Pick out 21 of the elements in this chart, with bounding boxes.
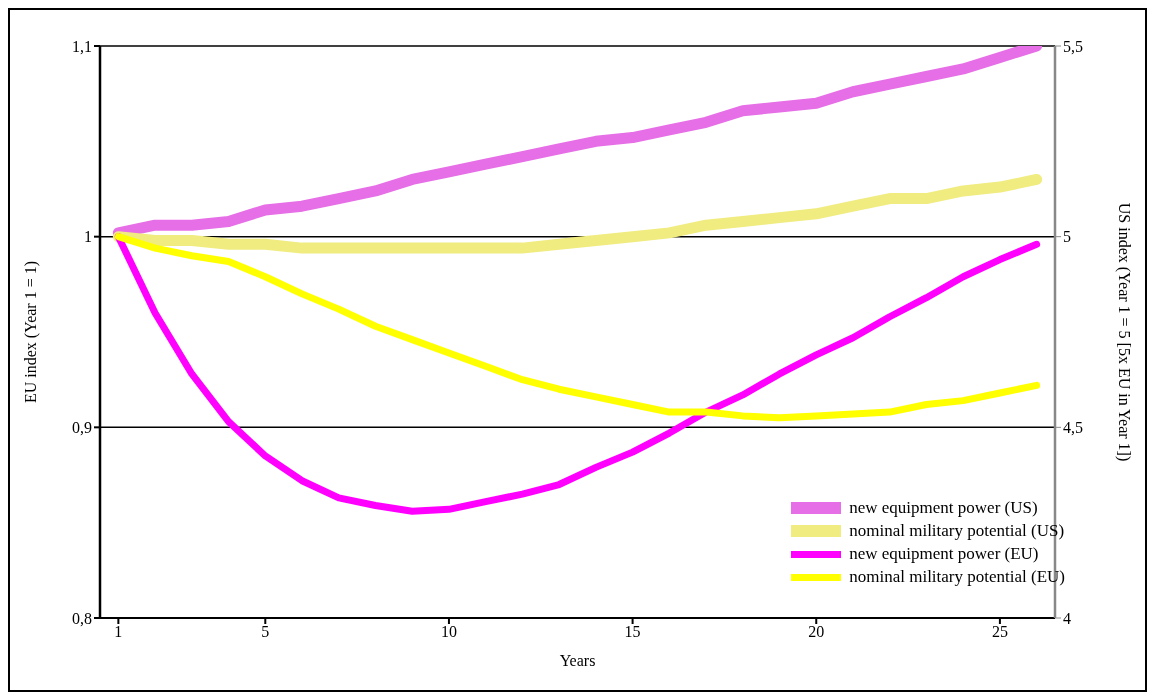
x-tick-label: 1	[114, 623, 123, 641]
y-tick-label: 0,8	[72, 609, 92, 627]
y2-tick-label: 4,5	[1063, 419, 1083, 437]
y-tick-label: 0,9	[72, 419, 92, 437]
legend-label: new equipment power (US)	[849, 498, 1038, 518]
y2-tick-label: 4	[1063, 609, 1071, 627]
legend-label: nominal military potential (EU)	[849, 567, 1065, 587]
x-tick-label: 10	[440, 623, 457, 641]
x-tick-label: 5	[261, 623, 270, 641]
y-axis-title: EU index (Year 1 = 1)	[21, 260, 40, 404]
y2-axis-title: US index (Year 1 = 5 [5x EU in Year 1])	[1115, 202, 1134, 462]
x-tick-label: 20	[808, 623, 825, 641]
x-axis-title: Years	[559, 652, 596, 669]
y-tick-label: 1	[84, 228, 92, 246]
legend-label: new equipment power (EU)	[849, 544, 1039, 564]
x-tick-label: 25	[991, 623, 1008, 641]
y2-tick-label: 5,5	[1063, 37, 1083, 55]
x-tick-label: 15	[624, 623, 641, 641]
y-tick-label: 1,1	[72, 37, 92, 55]
y2-tick-label: 5	[1063, 228, 1071, 246]
legend-label: nominal military potential (US)	[849, 521, 1065, 541]
